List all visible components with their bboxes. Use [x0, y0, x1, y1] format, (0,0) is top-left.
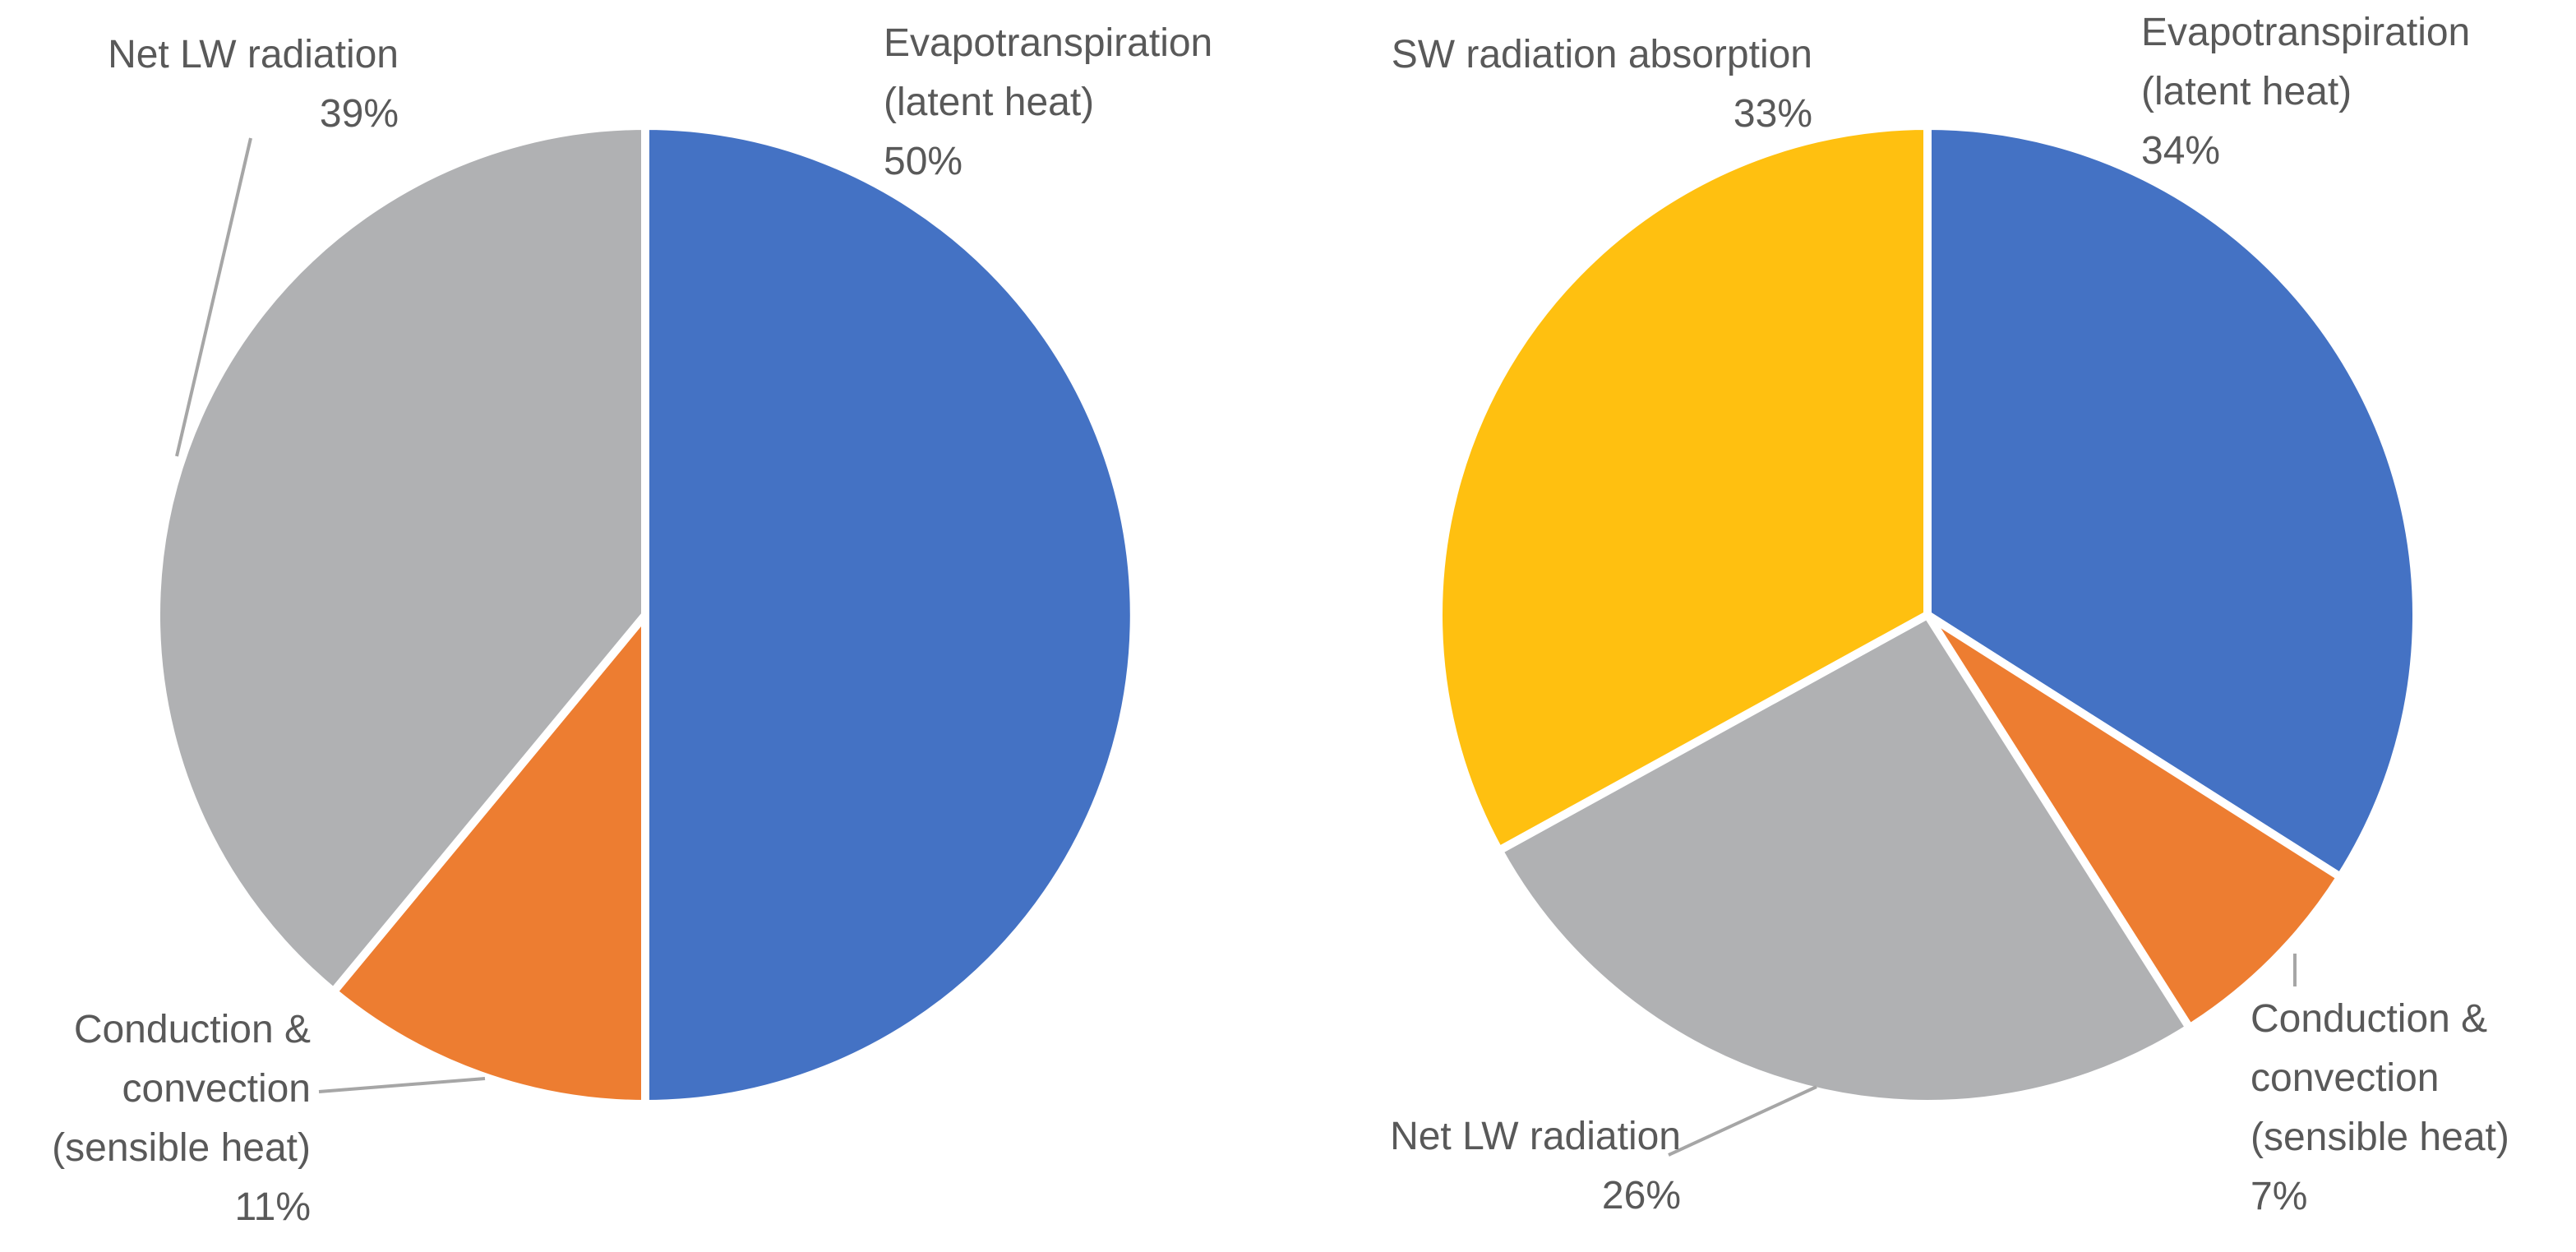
- right-label-line: (latent heat): [2141, 70, 2352, 113]
- right-label-line: Net LW radiation: [1390, 1115, 1681, 1158]
- left-label-evapotranspiration-latent-heat: Evapotranspiration (latent heat) 50%: [884, 21, 1212, 183]
- left-label-line: Net LW radiation: [108, 33, 399, 76]
- right-value-label-conduction-convection-sensible-heat: 7%: [2251, 1175, 2307, 1218]
- left-pie-chart: Evapotranspiration (latent heat) 50% Conduc…: [52, 21, 1212, 1229]
- right-value-label-evapotranspiration-latent-heat: 34%: [2141, 129, 2220, 173]
- left-leader-line-net-lw-radiation: [175, 137, 252, 457]
- right-label-sw-radiation-absorption: SW radiation absorption 33%: [1392, 33, 1812, 136]
- right-label-evapotranspiration-latent-heat: Evapotranspiration (latent heat) 34%: [2141, 11, 2470, 173]
- right-value-label-sw-radiation-absorption: 33%: [1733, 92, 1812, 136]
- right-label-line: Evapotranspiration: [2141, 11, 2470, 54]
- right-leader-line-net-lw-radiation: [1668, 1085, 1817, 1157]
- right-label-conduction-convection-sensible-heat: Conduction & convection (sensible heat) 7%: [2251, 997, 2509, 1218]
- left-label-line: (sensible heat): [52, 1126, 311, 1170]
- right-label-line: (sensible heat): [2251, 1116, 2509, 1159]
- left-slice-evapotranspiration-latent-heat: [641, 122, 1138, 1108]
- left-label-conduction-convection-sensible-heat: Conduction & convection (sensible heat) 11%: [52, 1008, 311, 1229]
- left-label-line: convection: [122, 1067, 311, 1111]
- left-label-line: (latent heat): [884, 81, 1094, 124]
- left-slice-net-lw-radiation: [152, 122, 649, 996]
- right-value-label-net-lw-radiation: 26%: [1602, 1174, 1681, 1217]
- left-label-net-lw-radiation: Net LW radiation 39%: [108, 33, 399, 136]
- right-pie-chart: Evapotranspiration (latent heat) 34% Conduc…: [1390, 11, 2509, 1218]
- left-slice-conduction-convection-sensible-heat: [329, 611, 649, 1108]
- left-label-line: Conduction &: [74, 1008, 311, 1051]
- right-label-line: convection: [2251, 1056, 2439, 1100]
- right-slice-net-lw-radiation: [1494, 611, 2194, 1108]
- left-value-label-conduction-convection-sensible-heat: 11%: [234, 1185, 311, 1229]
- left-label-line: Evapotranspiration: [884, 21, 1212, 65]
- right-label-line: Conduction &: [2251, 997, 2487, 1041]
- left-value-label-evapotranspiration-latent-heat: 50%: [884, 140, 963, 183]
- right-label-net-lw-radiation: Net LW radiation 26%: [1390, 1115, 1681, 1217]
- left-value-label-net-lw-radiation: 39%: [320, 92, 399, 136]
- right-slice-sw-radiation-absorption: [1434, 122, 1932, 855]
- right-label-line: SW radiation absorption: [1392, 33, 1812, 76]
- left-leader-line-conduction-convection-sensible-heat: [318, 1077, 486, 1093]
- right-slice-conduction-convection-sensible-heat: [1923, 611, 2345, 1033]
